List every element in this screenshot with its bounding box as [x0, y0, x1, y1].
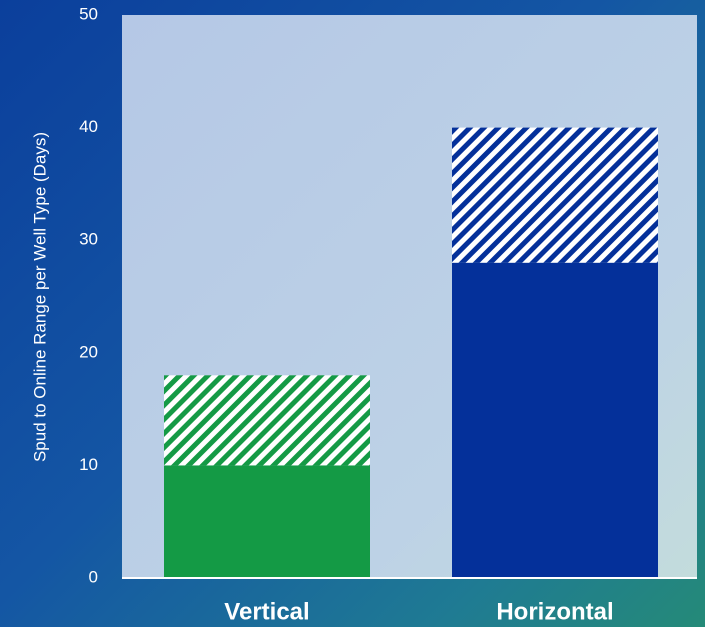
- y-tick-label-40: 40: [79, 117, 98, 136]
- y-axis-title: Spud to Online Range per Well Type (Days…: [30, 132, 49, 462]
- y-tick-label-10: 10: [79, 455, 98, 474]
- y-tick-label-0: 0: [89, 567, 98, 586]
- x-category-label-vertical: Vertical: [224, 598, 309, 625]
- x-category-label-horizontal: Horizontal: [496, 598, 613, 625]
- y-tick-labels: 0 10 20 30 40 50: [79, 4, 98, 586]
- y-tick-label-50: 50: [79, 4, 98, 23]
- bar-horizontal-hatched: [452, 127, 658, 263]
- bar-vertical-hatched: [164, 375, 370, 466]
- y-tick-label-30: 30: [79, 230, 98, 249]
- x-category-labels: Vertical Horizontal: [224, 598, 613, 625]
- bar-horizontal-solid: [452, 262, 658, 578]
- bars-group: [164, 127, 658, 578]
- y-tick-label-20: 20: [79, 342, 98, 361]
- bar-vertical-solid: [164, 465, 370, 578]
